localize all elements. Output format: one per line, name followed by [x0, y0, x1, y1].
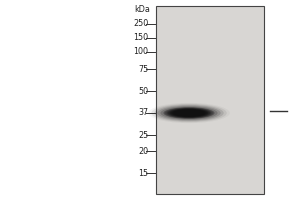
Text: 75: 75 [138, 64, 148, 73]
Ellipse shape [164, 107, 214, 119]
Ellipse shape [176, 110, 202, 116]
Ellipse shape [174, 110, 204, 116]
Ellipse shape [165, 108, 213, 118]
Ellipse shape [171, 109, 207, 117]
Ellipse shape [167, 108, 212, 118]
Text: 250: 250 [133, 20, 148, 28]
Text: 37: 37 [138, 108, 148, 117]
Ellipse shape [160, 106, 218, 120]
Ellipse shape [154, 105, 224, 121]
Text: 150: 150 [134, 33, 148, 43]
Ellipse shape [169, 109, 208, 117]
Text: 100: 100 [134, 47, 148, 56]
Ellipse shape [177, 110, 201, 116]
Ellipse shape [151, 104, 227, 122]
Ellipse shape [158, 105, 220, 121]
Ellipse shape [173, 109, 205, 117]
Text: 15: 15 [138, 168, 148, 178]
Text: 25: 25 [138, 130, 148, 140]
Ellipse shape [164, 107, 214, 119]
Text: 20: 20 [138, 146, 148, 156]
Text: 50: 50 [138, 86, 148, 96]
Bar [156, 6, 264, 194]
Ellipse shape [168, 108, 210, 118]
Text: kDa: kDa [134, 5, 150, 15]
